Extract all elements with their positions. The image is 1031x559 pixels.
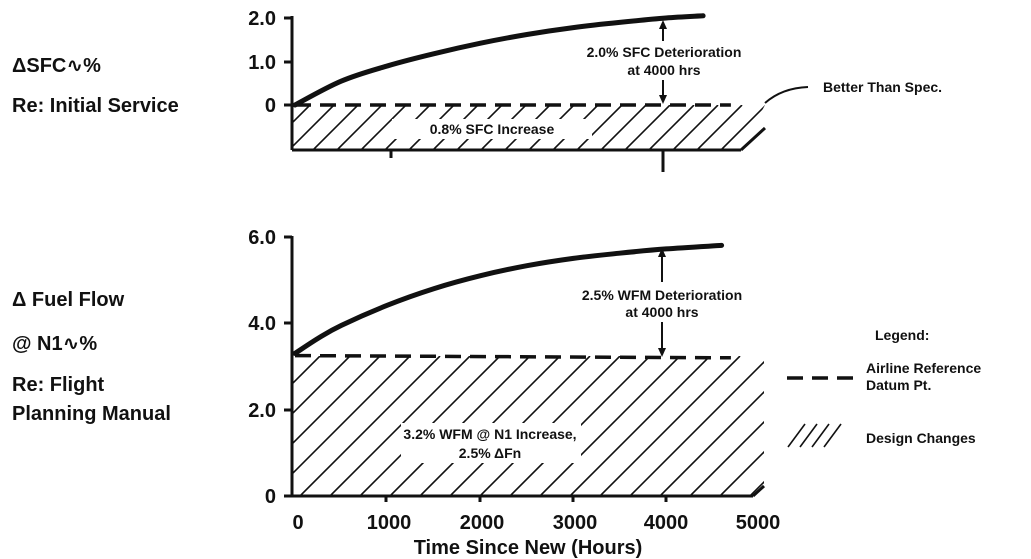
legend-item-label: Datum Pt. (866, 377, 931, 393)
top-y-tick-label: 2.0 (248, 8, 276, 30)
bottom-arrowhead-down (658, 348, 666, 357)
hatch-stroke (569, 356, 711, 496)
bottom-side-label-line: @ N1∿% (12, 333, 97, 355)
top-sfc-deterioration-curve (292, 13, 706, 108)
legend-hatch-stroke (787, 423, 806, 448)
bottom-side-label-line: Δ Fuel Flow (12, 289, 125, 311)
hatch-stroke (292, 356, 351, 496)
bottom-chart: 6.0 4.0 2.0 0 2.5% WFM Deterioration at … (248, 227, 766, 508)
bottom-wfm-deterioration-curve (292, 242, 725, 356)
bottom-x-axis-break (751, 484, 766, 498)
hatch-stroke (576, 105, 623, 150)
hatch-stroke (648, 105, 695, 150)
callout-leader-line (764, 86, 809, 104)
hatch-stroke (696, 105, 743, 150)
bottom-increase-label-bg (401, 423, 581, 463)
legend-item-label: Airline Reference (866, 360, 981, 376)
legend-hatch-stroke (823, 423, 842, 448)
hatch-stroke (689, 356, 764, 496)
bottom-deterioration-label: at 4000 hrs (625, 304, 698, 320)
bottom-y-tick-label: 2.0 (248, 400, 276, 422)
bottom-design-changes-hatch (292, 356, 764, 496)
hatch-stroke (659, 356, 764, 496)
callout-better-than-spec: Better Than Spec. (823, 79, 942, 95)
top-arrowhead-down (659, 95, 667, 104)
legend-hatch-swatch (787, 423, 842, 448)
bottom-y-tick-label: 6.0 (248, 227, 276, 249)
top-y-tick-label: 1.0 (248, 52, 276, 74)
x-tick-label: 4000 (644, 512, 689, 534)
hatch-stroke (329, 356, 471, 496)
hatch-stroke (299, 356, 441, 496)
bottom-deterioration-label: 2.5% WFM Deterioration (582, 287, 742, 303)
hatch-stroke (336, 105, 383, 150)
bottom-increase-label: 3.2% WFM @ N1 Increase, (403, 426, 576, 442)
hatch-stroke (599, 356, 741, 496)
top-arrowhead-up (659, 20, 667, 29)
hatch-stroke (600, 105, 647, 150)
top-y-tick-label: 0 (265, 95, 276, 117)
hatch-stroke (672, 105, 719, 150)
legend-item-label: Design Changes (866, 430, 976, 446)
hatch-stroke (360, 105, 407, 150)
hatch-stroke (629, 356, 764, 496)
top-increase-label: 0.8% SFC Increase (430, 121, 555, 137)
top-side-label: ΔSFC∿% Re: Initial Service (12, 55, 179, 117)
top-deterioration-label: at 4000 hrs (627, 62, 700, 78)
top-x-axis-break (739, 126, 767, 152)
legend-hatch-stroke (811, 423, 830, 448)
top-side-label-line: Re: Initial Service (12, 95, 179, 117)
legend-hatch-stroke (799, 423, 818, 448)
legend: Legend: Airline Reference Datum Pt. Desi… (787, 327, 981, 448)
hatch-stroke (744, 105, 765, 150)
top-chart: 2.0 1.0 0 2.0% SFC Deterioration at 4000… (248, 8, 942, 172)
x-tick-label: 3000 (553, 512, 598, 534)
bottom-deterioration-label-bg (577, 284, 747, 320)
hatch-stroke (769, 105, 814, 150)
top-increase-label-bg (392, 119, 592, 139)
hatch-stroke (292, 356, 381, 496)
bottom-side-label-line: Re: Flight (12, 374, 105, 396)
legend-title: Legend: (875, 327, 929, 343)
bottom-side-label: Δ Fuel Flow @ N1∿% Re: Flight Planning M… (12, 289, 171, 425)
x-tick-label: 5000 (736, 512, 781, 534)
x-tick-label: 0 (292, 512, 303, 534)
hatch-stroke (292, 356, 321, 496)
top-deterioration-label: 2.0% SFC Deterioration (587, 44, 742, 60)
top-design-changes-hatch (292, 105, 814, 150)
hatch-stroke (292, 105, 311, 150)
hatch-stroke (312, 105, 359, 150)
x-tick-label: 1000 (367, 512, 412, 534)
x-tick-label: 2000 (460, 512, 505, 534)
hatch-stroke (720, 105, 765, 150)
hatch-stroke (624, 105, 671, 150)
bottom-reference-datum-line (294, 353, 731, 360)
hatch-stroke (539, 356, 681, 496)
bottom-y-tick-label: 4.0 (248, 313, 276, 335)
hatch-stroke (292, 105, 335, 150)
bottom-side-label-line: Planning Manual (12, 403, 171, 425)
bottom-arrowhead-up (658, 248, 666, 257)
bottom-x-tick-marks (384, 496, 668, 502)
bottom-increase-label: 2.5% ΔFn (459, 445, 521, 461)
x-axis-title: Time Since New (Hours) (414, 537, 643, 559)
top-side-label-line: ΔSFC∿% (12, 55, 101, 77)
hatch-stroke (719, 356, 764, 496)
bottom-y-tick-label: 0 (265, 486, 276, 508)
x-axis-labels: 0 1000 2000 3000 4000 5000 Time Since Ne… (292, 512, 780, 559)
